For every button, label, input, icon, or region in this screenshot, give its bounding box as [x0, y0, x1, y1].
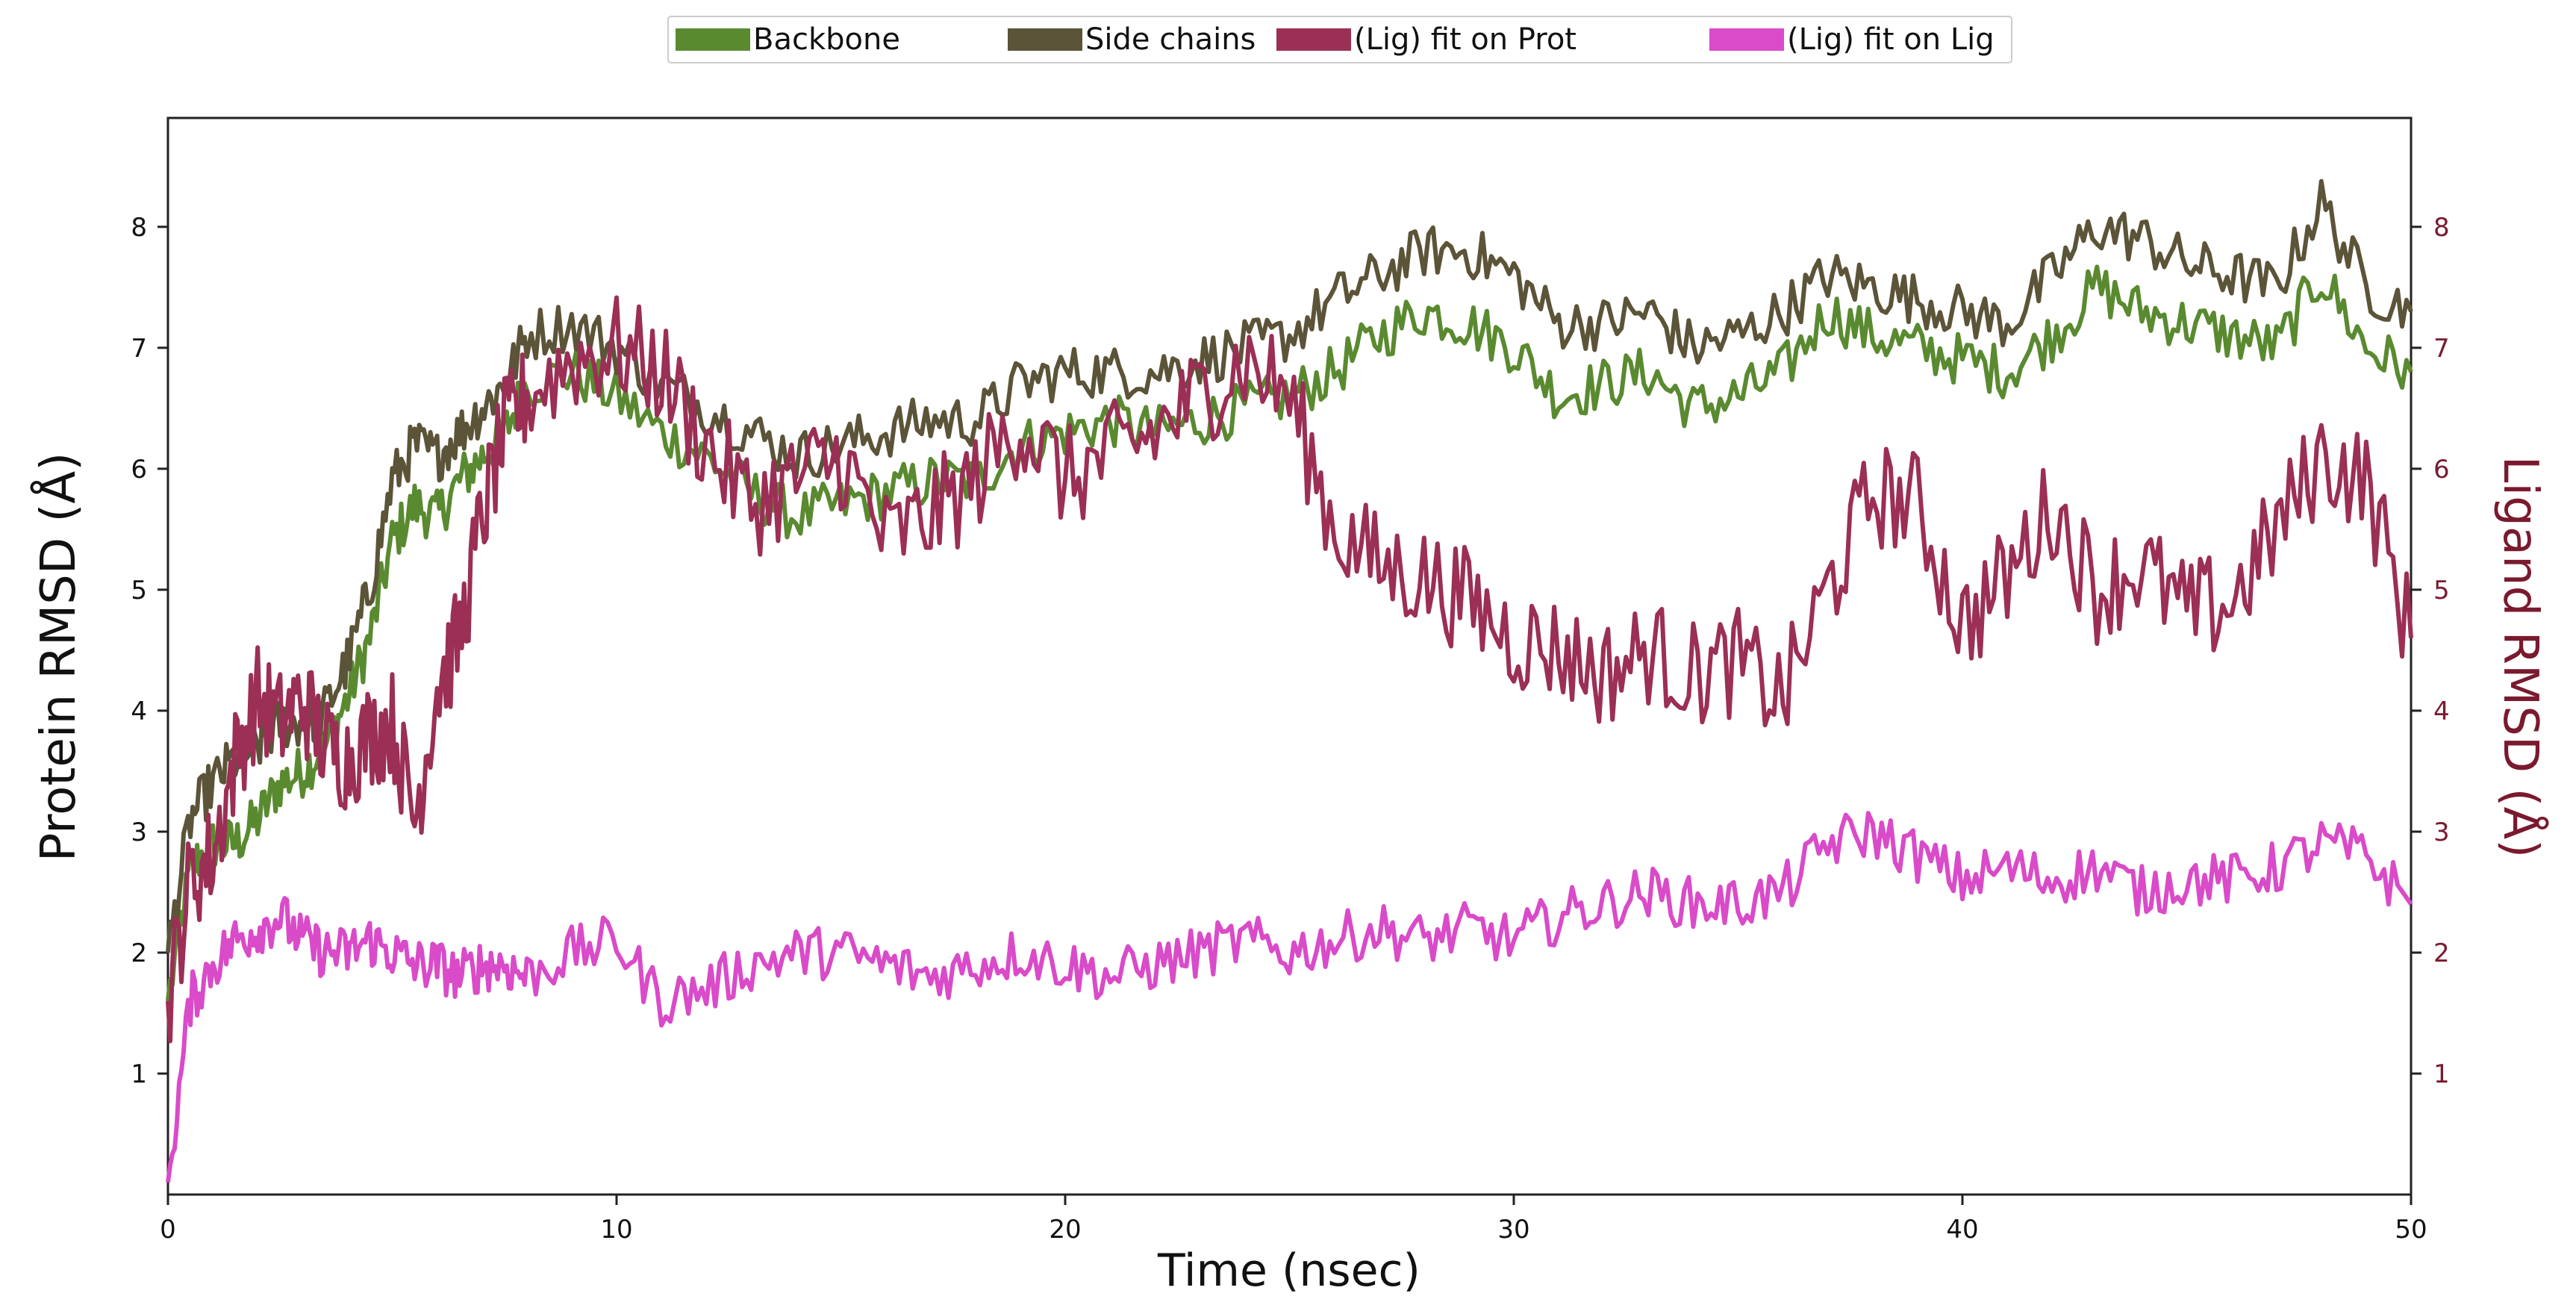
y2-tick-label: 5	[2433, 576, 2450, 605]
series-line	[166, 295, 2413, 1044]
series-lines	[166, 178, 2413, 1183]
legend-swatch	[1008, 28, 1082, 51]
y2-tick-label: 4	[2433, 697, 2450, 726]
legend-label: Side chains	[1085, 22, 1256, 57]
x-tick-label: 10	[600, 1215, 632, 1245]
y2-tick-label: 6	[2433, 455, 2450, 485]
legend-swatch	[1276, 28, 1351, 51]
y2-tick-label: 2	[2433, 938, 2450, 968]
y-axis-right: 1 2 3 4 5 6 7 8	[2411, 213, 2450, 1089]
y2-tick-label: 7	[2433, 334, 2450, 364]
y2-tick-label: 1	[2433, 1059, 2450, 1089]
legend-label: Backbone	[753, 22, 900, 57]
y2-axis-title: Ligand RMSD (Å)	[2492, 456, 2549, 858]
y-tick-label: 8	[131, 213, 147, 243]
y-tick-label: 1	[131, 1059, 147, 1089]
x-tick-label: 0	[160, 1215, 176, 1245]
legend-label: (Lig) fit on Lig	[1787, 22, 1995, 57]
series-line	[166, 178, 2413, 953]
y2-tick-label: 3	[2433, 818, 2450, 847]
x-tick-label: 20	[1049, 1215, 1081, 1245]
x-tick-label: 40	[1946, 1215, 1978, 1245]
legend-label: (Lig) fit on Prot	[1354, 22, 1577, 57]
y2-tick-label: 8	[2433, 213, 2450, 243]
y-tick-label: 5	[131, 576, 147, 605]
x-axis: 0 10 20 30 40 50	[160, 1195, 2427, 1245]
x-axis-title: Time (nsec)	[1157, 1245, 1420, 1297]
x-tick-label: 30	[1497, 1215, 1529, 1245]
x-tick-label: 50	[2395, 1215, 2427, 1245]
legend: Backbone Side chains (Lig) fit on Prot (Lig…	[667, 16, 2012, 63]
series-line	[166, 811, 2413, 1183]
y-tick-label: 7	[131, 334, 147, 364]
y-tick-label: 3	[131, 818, 147, 847]
y-tick-label: 4	[131, 697, 147, 726]
series-line	[166, 264, 2413, 1002]
legend-swatch	[676, 28, 750, 51]
y-tick-label: 6	[131, 455, 147, 485]
y-axis-title: Protein RMSD (Å)	[30, 452, 87, 862]
legend-swatch	[1709, 28, 1784, 51]
y-tick-label: 2	[131, 938, 147, 968]
plot-area	[166, 116, 2413, 1196]
y-axis-left: 1 2 3 4 5 6 7 8	[131, 213, 168, 1089]
